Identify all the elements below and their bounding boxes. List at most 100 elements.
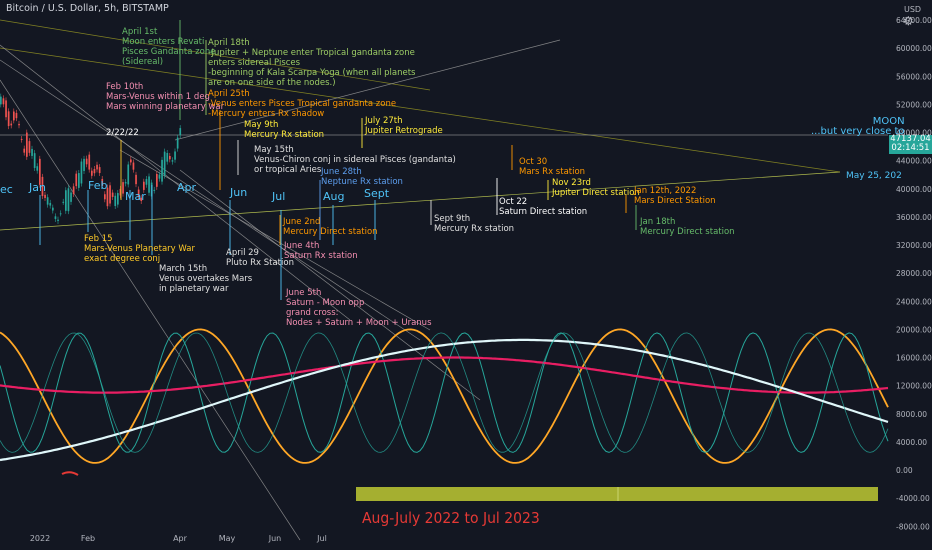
astro-annotation: April 25th -Venus enters Pisces Tropical…	[208, 89, 397, 119]
candle-body	[75, 173, 78, 187]
y-tick-label: 24000.00	[896, 297, 932, 306]
trend-line	[0, 47, 841, 173]
y-tick-label: 40000.00	[896, 185, 932, 194]
candle-body	[156, 173, 158, 187]
astro-annotation: Jan 12th, 2022 Mars Direct Station	[634, 186, 716, 206]
candle-body	[52, 207, 54, 211]
trend-line	[0, 59, 421, 341]
x-tick-label: Feb	[81, 534, 95, 543]
candle-body	[169, 155, 171, 160]
y-tick-label: 60000.00	[896, 44, 932, 53]
astro-annotation: July 27th Jupiter Retrograde	[365, 116, 443, 136]
y-tick-label: -8000.00	[896, 522, 930, 531]
y-tick-label: 48000.00	[896, 129, 932, 138]
candle-body	[0, 96, 2, 105]
candle-body	[49, 202, 52, 206]
astro-annotation: June 4th Saturn Rx station	[284, 241, 358, 261]
candle-body	[122, 182, 124, 194]
candle-body	[7, 111, 10, 127]
gear-icon[interactable]: ⚙	[903, 14, 914, 28]
trend-line	[0, 19, 431, 91]
candle-body	[65, 190, 67, 211]
candle-body	[91, 170, 93, 176]
candle-body	[153, 189, 156, 191]
month-marker-label: Jun	[230, 186, 248, 199]
trend-line	[0, 79, 301, 541]
candle-body	[5, 100, 7, 118]
last-price: 47137.04	[890, 134, 931, 144]
astro-annotation: Sept 9th Mercury Rx station	[434, 214, 515, 234]
astro-annotation: Nov 23rd Jupiter Direct station	[552, 178, 640, 198]
trend-line	[0, 171, 841, 231]
candle-body	[174, 151, 176, 160]
moon-label: MOON ...but very close to	[811, 116, 905, 137]
candle-body	[57, 219, 59, 221]
y-tick-label: 64000.00	[896, 16, 932, 25]
candle-body	[39, 158, 41, 185]
astro-annotation: May 9th Mercury Rx station	[244, 120, 325, 140]
candle-body	[114, 195, 117, 207]
month-marker-label: ec	[0, 183, 13, 196]
candle-body	[101, 178, 104, 186]
month-marker-label: Jan	[29, 181, 46, 194]
candle-body	[20, 138, 23, 140]
currency-label: USD	[904, 5, 922, 14]
astro-annotation: May 15th Venus-Chiron conj in sidereal P…	[254, 145, 456, 175]
candle-body	[78, 173, 80, 188]
candle-body	[59, 213, 62, 215]
candle-body	[15, 112, 18, 119]
y-tick-label: 12000.00	[896, 382, 932, 391]
candle-body	[98, 167, 101, 174]
cycle-wave	[0, 356, 889, 394]
astro-annotation: Oct 22 Saturn Direct station	[499, 197, 588, 217]
candle-body	[161, 159, 163, 182]
astro-annotation: Feb 10th Mars-Venus within 1 deg Mars wi…	[106, 82, 225, 112]
cycle-wave	[0, 328, 889, 464]
candle-body	[54, 216, 57, 219]
candle-body	[176, 137, 179, 149]
candle-body	[18, 123, 20, 126]
astro-annotation: Jan 18th Mercury Direct station	[640, 217, 735, 237]
astro-annotation: April 18th -Jupiter + Neptune enter Trop…	[208, 38, 416, 88]
cycle-wave	[0, 338, 889, 462]
astro-annotation: June 28th Neptune Rx station	[321, 167, 403, 187]
trend-line	[119, 149, 431, 331]
y-tick-label: 0.00	[896, 466, 913, 475]
y-tick-label: 36000.00	[896, 213, 932, 222]
candle-body	[124, 182, 127, 184]
astro-annotation: March 15th Venus overtakes Mars in plane…	[159, 264, 253, 294]
candle-body	[13, 111, 15, 121]
y-tick-label: -4000.00	[896, 494, 930, 503]
candle-body	[26, 132, 28, 157]
candle-body	[88, 154, 91, 170]
candle-body	[67, 188, 70, 212]
candle-body	[117, 193, 119, 205]
candle-body	[31, 148, 33, 156]
price-axis: 64000.00 60000.00 56000.00 52000.00 48000.00…	[896, 16, 932, 531]
candle-body	[145, 179, 148, 185]
x-tick-label: Jul	[316, 534, 327, 543]
red-scribble	[61, 471, 79, 476]
cycle-waves	[0, 328, 889, 464]
candle-body	[140, 197, 143, 202]
candle-body	[132, 162, 135, 170]
month-marker-label: Aug	[323, 190, 345, 203]
candle-body	[36, 166, 39, 171]
candle-body	[171, 160, 174, 162]
candle-body	[44, 194, 46, 198]
month-marker-label: Sept	[364, 187, 390, 200]
y-tick-label: 52000.00	[896, 100, 932, 109]
event-markers	[39, 20, 637, 300]
astro-annotation: April 29 Pluto Rx Station	[226, 248, 294, 268]
candle-body	[127, 164, 130, 185]
cycle-wave	[0, 332, 889, 453]
candle-body	[96, 164, 98, 170]
month-marker-label: Jul	[272, 190, 286, 203]
candle-body	[70, 192, 72, 202]
candle-body	[135, 174, 137, 185]
y-tick-label: 16000.00	[896, 354, 932, 363]
candle-body	[80, 161, 83, 184]
candle-body	[148, 176, 150, 193]
candle-body	[109, 185, 111, 204]
candle-body	[143, 181, 145, 190]
